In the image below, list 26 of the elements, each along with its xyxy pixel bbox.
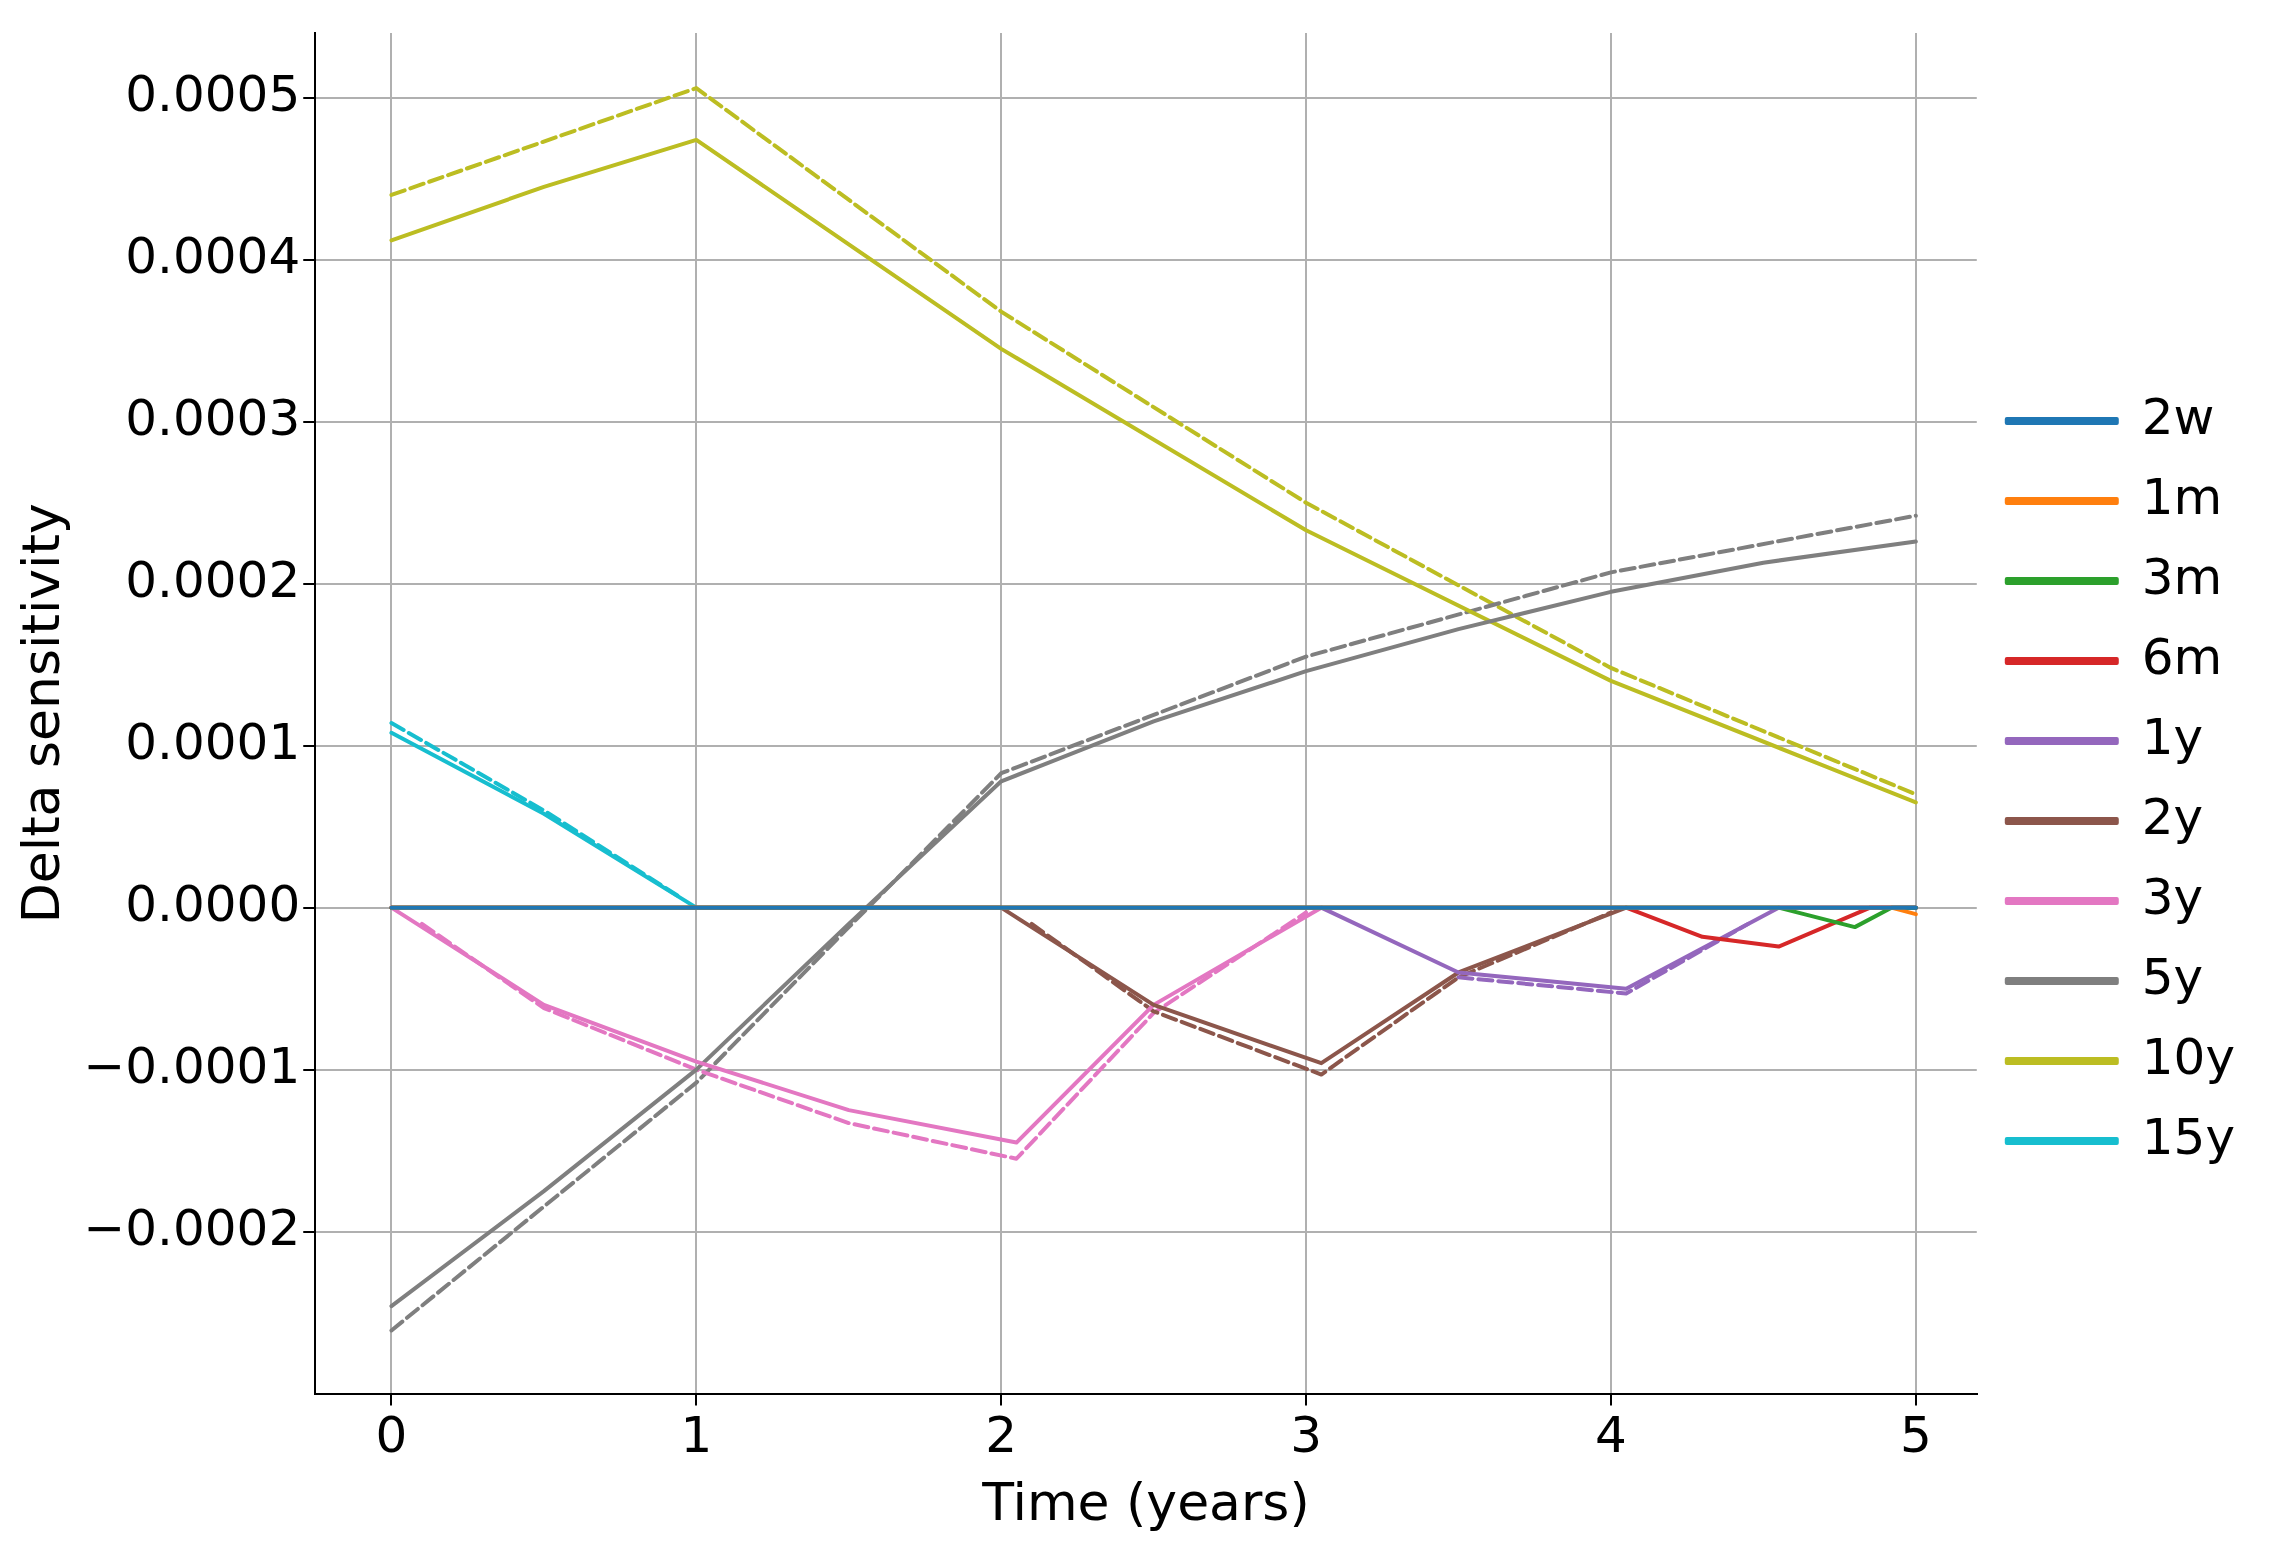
x-tick-label: 5 <box>1899 1405 1932 1464</box>
legend-label: 6m <box>2141 627 2223 686</box>
legend-label: 3m <box>2141 547 2223 606</box>
legend-label: 5y <box>2141 947 2204 1006</box>
y-tick-label: 0.0005 <box>125 64 301 123</box>
y-tick-label: 0.0002 <box>125 550 301 609</box>
y-tick-label: 0.0000 <box>125 874 301 933</box>
legend-label: 2y <box>2141 787 2204 846</box>
legend-label: 3y <box>2141 867 2204 926</box>
legend-label: 10y <box>2141 1027 2236 1086</box>
legend-label: 2w <box>2141 387 2215 446</box>
x-tick-label: 0 <box>375 1405 408 1464</box>
y-tick-label: −0.0002 <box>83 1198 301 1257</box>
x-tick-label: 2 <box>985 1405 1018 1464</box>
y-tick-label: 0.0003 <box>125 388 301 447</box>
legend-label: 15y <box>2141 1107 2236 1166</box>
x-axis-title: Time (years) <box>981 1472 1310 1533</box>
y-tick-label: 0.0004 <box>125 226 301 285</box>
x-tick-label: 1 <box>680 1405 713 1464</box>
y-axis-title: Delta sensitivity <box>10 503 71 924</box>
legend-label: 1m <box>2141 467 2223 526</box>
y-tick-label: 0.0001 <box>125 712 301 771</box>
x-tick-label: 3 <box>1290 1405 1322 1464</box>
y-tick-label: −0.0001 <box>83 1036 301 1095</box>
legend-label: 1y <box>2141 707 2204 766</box>
x-tick-label: 4 <box>1595 1405 1627 1464</box>
